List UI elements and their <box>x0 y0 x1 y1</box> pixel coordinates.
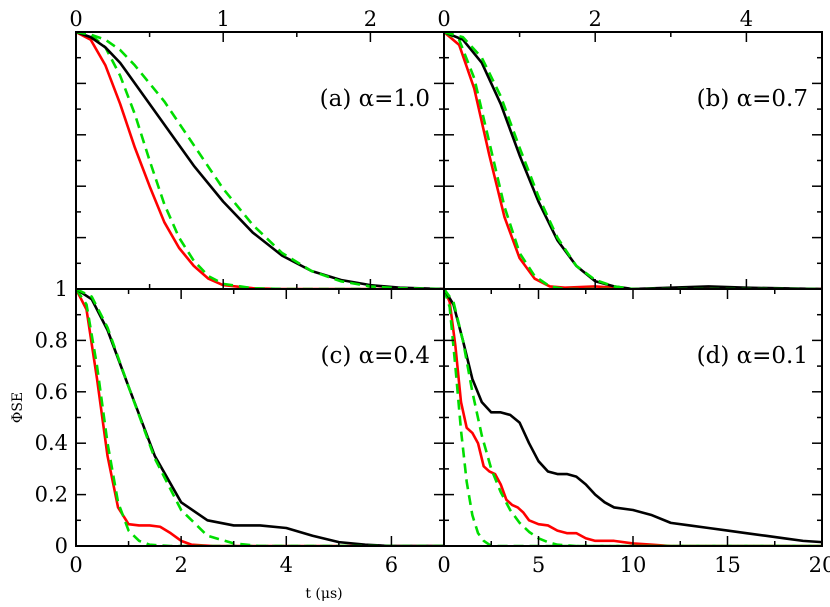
x-tick-label: 2 <box>364 7 377 31</box>
panel-a: 0 1 2 (a) α=1.0 <box>69 7 445 290</box>
series-line-d-3 <box>444 289 822 546</box>
x-tick-label: 6 <box>385 553 398 577</box>
series-line-a-1 <box>76 32 444 289</box>
panel-annotation-a: (a) α=1.0 <box>320 86 430 112</box>
series-line-b-1 <box>444 32 822 289</box>
series-line-c-2 <box>76 289 444 546</box>
x-tick-label: 5 <box>532 553 545 577</box>
panel-frame-a <box>75 31 445 290</box>
x-tick-label: 15 <box>714 553 741 577</box>
y-tick-label: 0.8 <box>35 328 68 352</box>
x-tick-label: 2 <box>174 553 187 577</box>
y-axis-title: ΦSE <box>10 392 26 423</box>
x-axis-title: t (μs) <box>305 586 342 602</box>
series-line-d-0 <box>444 289 822 546</box>
y-tick-label: 0 <box>55 534 68 558</box>
y-tick-label: 0.4 <box>35 431 68 455</box>
series-line-b-3 <box>444 32 822 289</box>
y-tick-label: 0.2 <box>35 483 68 507</box>
panel-frame-c <box>75 288 445 547</box>
panel-annotation-b: (b) α=0.7 <box>697 86 808 112</box>
series-line-c-3 <box>76 289 444 546</box>
panel-c: 0 2 4 6 0 0.2 0.4 0.6 0.8 1 (c) α=0.4 ΦSE <box>10 277 445 577</box>
series-line-b-2 <box>444 32 822 289</box>
x-tick-label: 10 <box>620 553 647 577</box>
series-line-a-0 <box>76 32 444 289</box>
panel-annotation-c: (c) α=0.4 <box>320 343 430 369</box>
x-tick-label: 4 <box>740 7 753 31</box>
series-line-d-2 <box>444 289 822 544</box>
y-tick-label: 1 <box>55 277 68 301</box>
panel-frame-b <box>443 31 823 290</box>
series-line-d-1 <box>444 289 822 546</box>
x-tick-label: 0 <box>437 553 450 577</box>
series-line-a-3 <box>76 32 444 289</box>
panel-annotation-d: (d) α=0.1 <box>697 343 808 369</box>
panel-b: 0 2 4 (b) α=0.7 <box>437 7 823 290</box>
series-line-a-2 <box>76 32 444 289</box>
series-line-c-0 <box>76 289 444 546</box>
panel-d: 0 5 10 15 20 (d) α=0.1 t (μs) <box>305 288 830 602</box>
series-line-c-1 <box>76 289 444 546</box>
x-tick-label: 4 <box>280 553 293 577</box>
x-tick-label: 1 <box>217 7 230 31</box>
x-tick-label: 0 <box>437 7 450 31</box>
x-tick-label: 0 <box>69 7 82 31</box>
y-tick-label: 0.6 <box>35 380 68 404</box>
x-tick-label: 0 <box>69 553 82 577</box>
x-tick-label: 2 <box>589 7 602 31</box>
series-line-b-0 <box>444 32 822 289</box>
panel-frame-d <box>443 288 823 547</box>
x-tick-label: 20 <box>809 553 830 577</box>
